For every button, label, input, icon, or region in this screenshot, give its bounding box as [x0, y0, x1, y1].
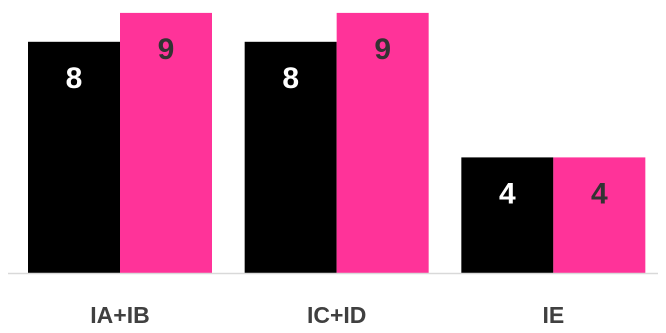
- data-label: 4: [499, 177, 516, 210]
- data-label: 8: [66, 62, 83, 95]
- category-label: IA+IB: [90, 302, 149, 328]
- data-labels-layer: 8 9 8 9 4 4: [66, 33, 608, 210]
- bars-layer: [28, 12, 646, 274]
- data-label: 9: [158, 33, 175, 66]
- data-label: 4: [591, 177, 608, 210]
- bar-ic-id-series-1: [244, 41, 337, 273]
- category-label: IE: [542, 302, 564, 328]
- bar-ie-series-1: [461, 157, 554, 273]
- category-label: IC+ID: [307, 302, 366, 328]
- bar-ia-ib-series-2: [120, 12, 212, 274]
- bar-ia-ib-series-1: [28, 41, 120, 273]
- bar-ic-id-series-2: [336, 12, 429, 274]
- data-label: 8: [282, 62, 299, 95]
- data-label: 9: [374, 33, 391, 66]
- category-labels-layer: IA+IB IC+ID IE: [90, 302, 564, 328]
- bar-ie-series-2: [553, 157, 646, 273]
